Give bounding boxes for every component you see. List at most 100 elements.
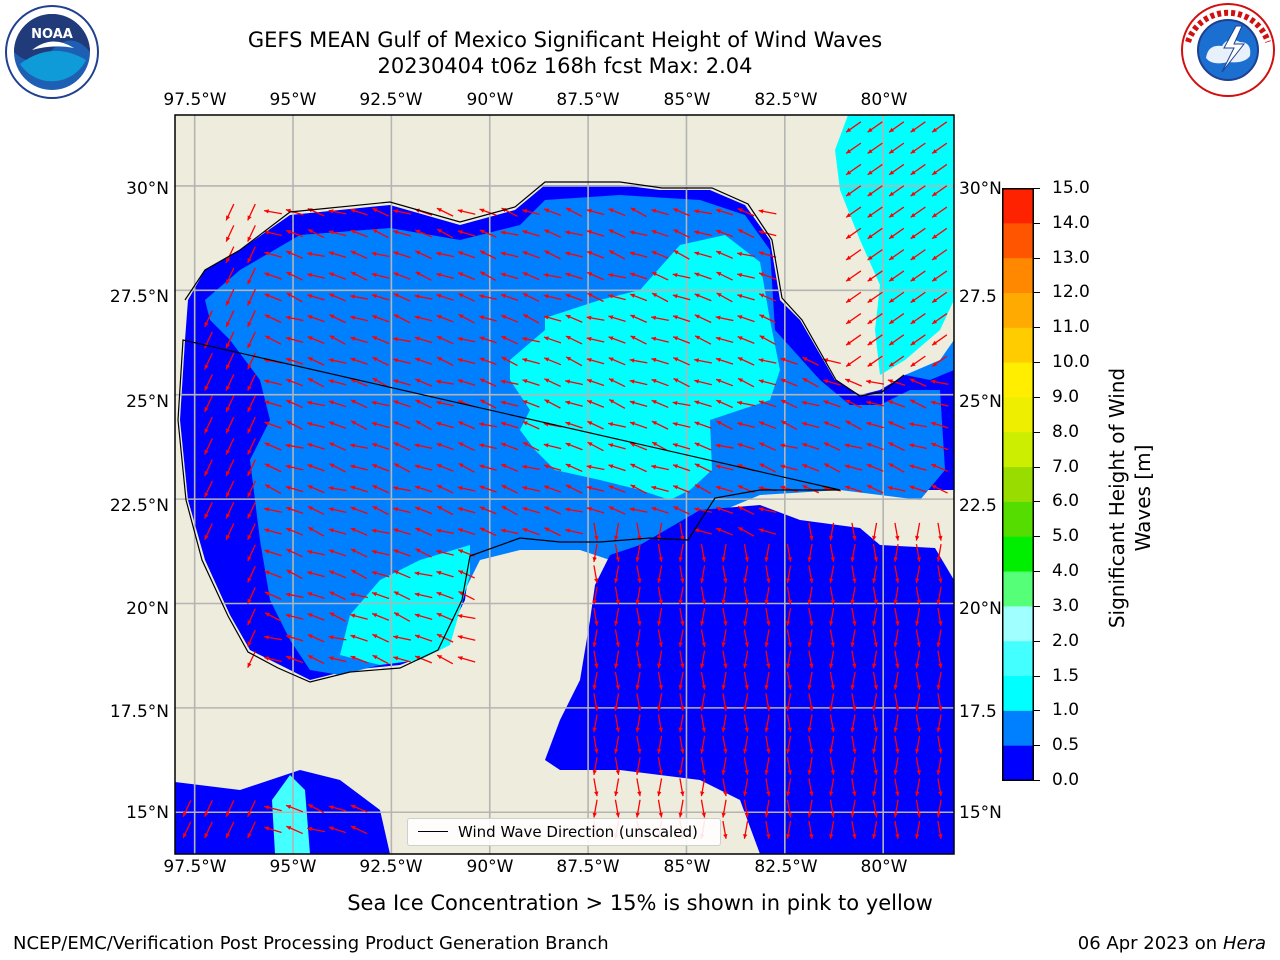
colorbar-tick: 10.0 xyxy=(1052,352,1090,373)
wind-arrow xyxy=(807,629,813,648)
wind-arrow xyxy=(851,565,857,584)
wind-arrow xyxy=(500,272,519,280)
wind-arrow xyxy=(808,693,814,712)
colorbar-tick-mark xyxy=(1034,745,1040,747)
wind-arrow xyxy=(765,607,771,626)
wind-arrow xyxy=(694,507,712,513)
wind-arrow xyxy=(586,336,605,343)
wind-arrow xyxy=(586,485,605,492)
wind-arrow xyxy=(414,634,433,642)
lat-tick-left: 30°N xyxy=(126,179,169,199)
wind-arrow xyxy=(823,463,841,473)
wind-arrow xyxy=(286,825,303,835)
wind-arrow xyxy=(393,230,411,237)
colorbar-segment xyxy=(1002,710,1034,746)
colorbar-segment xyxy=(1002,605,1034,642)
wind-arrow xyxy=(393,486,411,492)
wind-arrow xyxy=(651,441,669,452)
wind-arrow xyxy=(393,635,411,641)
wind-arrow xyxy=(657,671,663,690)
wind-arrow xyxy=(393,611,411,622)
wind-arrow xyxy=(893,629,899,648)
wind-arrow xyxy=(931,291,948,304)
wind-arrow xyxy=(372,356,389,366)
colorbar-tick: 7.0 xyxy=(1052,456,1080,477)
wind-arrow xyxy=(436,335,454,345)
wind-arrow xyxy=(651,506,669,514)
wind-arrow xyxy=(436,207,454,217)
wind-arrow xyxy=(936,714,942,733)
colorbar-segment xyxy=(1002,675,1034,711)
wind-arrow xyxy=(915,757,921,775)
wind-arrow xyxy=(350,420,368,430)
wind-arrow xyxy=(247,246,256,264)
wind-arrow xyxy=(479,336,497,344)
wind-arrow xyxy=(629,293,648,302)
wind-arrow xyxy=(737,526,755,537)
wind-arrow xyxy=(866,463,884,472)
wind-arrow xyxy=(350,443,368,449)
wind-arrow xyxy=(845,313,862,325)
wind-arrow xyxy=(888,355,905,367)
wind-arrow xyxy=(593,693,599,712)
wind-arrow xyxy=(479,464,497,471)
lat-tick-left: 17.5°N xyxy=(109,702,169,722)
wind-arrow xyxy=(737,356,755,366)
wind-arrow xyxy=(915,607,921,626)
wind-arrow xyxy=(285,464,304,471)
wind-arrow xyxy=(802,377,819,388)
wind-arrow xyxy=(225,459,235,477)
wind-arrow xyxy=(915,820,921,839)
wind-arrow xyxy=(844,485,863,493)
wind-arrow xyxy=(786,671,792,690)
wind-arrow xyxy=(414,336,433,344)
wind-arrow xyxy=(867,313,883,325)
wind-arrow xyxy=(204,374,213,392)
wind-arrow xyxy=(593,607,599,626)
wind-arrow xyxy=(743,735,749,754)
wind-arrow xyxy=(829,820,835,839)
wind-arrow xyxy=(715,229,734,238)
wind-arrow xyxy=(780,443,798,449)
lat-tick-right: 20°N xyxy=(959,599,1002,619)
wind-arrow xyxy=(393,442,411,451)
wind-arrow xyxy=(651,271,669,281)
wind-arrow xyxy=(910,249,926,261)
wind-arrow xyxy=(329,591,346,600)
wind-arrow xyxy=(328,486,347,492)
wind-arrow xyxy=(867,163,883,176)
wind-arrow xyxy=(393,209,411,215)
wind-arrow xyxy=(586,399,605,408)
colorbar-tick-mark xyxy=(1034,396,1040,398)
wind-arrow xyxy=(673,228,690,239)
wind-arrow xyxy=(565,400,583,407)
colorbar-tick-mark xyxy=(1034,675,1040,677)
wind-arrow xyxy=(587,420,604,430)
colorbar-tick-mark xyxy=(1034,780,1040,781)
wind-arrow xyxy=(937,565,943,584)
wind-arrow xyxy=(936,629,942,648)
wind-arrow xyxy=(393,251,411,259)
wind-arrow xyxy=(845,249,862,261)
wind-arrow xyxy=(743,799,749,818)
wind-arrow xyxy=(850,671,856,690)
wind-arrow xyxy=(716,420,733,430)
wind-arrow xyxy=(225,267,235,285)
wind-arrow xyxy=(307,228,325,239)
wind-arrow xyxy=(350,569,368,580)
wind-arrow xyxy=(636,565,642,584)
colorbar-segment xyxy=(1002,362,1034,398)
wind-arrow xyxy=(307,592,325,599)
wind-arrow xyxy=(307,443,325,450)
lat-tick-right: 15°N xyxy=(959,803,1002,823)
wind-arrow xyxy=(371,612,390,621)
wind-arrow xyxy=(247,438,256,455)
wind-arrow xyxy=(285,443,304,449)
wind-arrow xyxy=(522,507,540,514)
wind-arrow xyxy=(592,757,598,775)
wind-arrow xyxy=(700,586,706,605)
wind-arrow xyxy=(915,565,921,584)
wind-arrow xyxy=(850,586,856,605)
wind-arrow xyxy=(307,613,325,621)
colorbar-segment xyxy=(1002,745,1034,781)
